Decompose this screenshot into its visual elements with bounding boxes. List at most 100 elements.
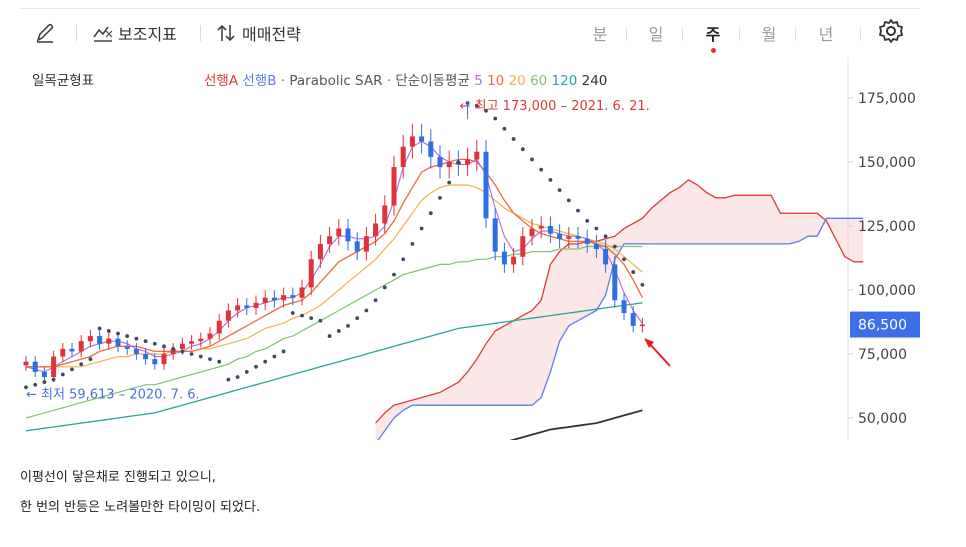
sar-dot — [79, 362, 84, 367]
sar-dot — [364, 308, 369, 313]
period-month[interactable]: 월 — [761, 25, 777, 44]
settings-button[interactable] — [878, 19, 904, 43]
candle — [400, 134, 406, 179]
candle — [382, 195, 388, 234]
sar-dot — [382, 285, 387, 290]
candle — [354, 232, 360, 261]
strategy-button[interactable]: 매매전략 — [216, 21, 301, 45]
candle — [317, 234, 323, 268]
candle — [511, 248, 517, 273]
sar-dot — [520, 147, 525, 152]
candle — [170, 342, 176, 360]
candle — [271, 290, 277, 308]
candle — [547, 216, 553, 244]
candle — [501, 242, 507, 273]
y-tick-label: 125,000 — [858, 219, 916, 235]
sar-dot — [106, 329, 111, 333]
ma60-line — [25, 245, 643, 419]
sar-dot — [24, 385, 28, 390]
sar-dot — [594, 226, 599, 231]
ma20-legend: 20 — [508, 73, 526, 89]
span-a-legend: 선행A — [204, 73, 239, 89]
sar-dot — [474, 103, 479, 108]
buy-sell-arrows-icon — [217, 24, 235, 42]
sar-dot — [428, 211, 433, 216]
period-week[interactable]: 주 — [705, 25, 721, 44]
indicator-icon — [93, 26, 113, 42]
stock-chart[interactable]: 175,000 150,000 125,000 100,000 75,000 50,000… — [20, 58, 930, 440]
span-a-line — [375, 179, 864, 424]
candle — [32, 356, 38, 378]
candle — [603, 240, 609, 273]
sar-dot — [263, 359, 268, 364]
sar-dot — [336, 329, 341, 333]
candle — [235, 298, 241, 318]
sar-dot — [392, 272, 396, 277]
period-divider — [795, 27, 796, 41]
candle — [363, 226, 369, 261]
candle — [474, 139, 480, 172]
candle — [327, 226, 333, 253]
period-year[interactable]: 년 — [818, 25, 834, 44]
sar-dot — [327, 334, 332, 338]
indicator-legend: 선행A 선행B · Parabolic SAR · 단순이동평균 5 10 20… — [204, 69, 607, 89]
y-tick-label: 100,000 — [858, 283, 916, 299]
candle — [308, 250, 314, 296]
sar-dot — [217, 359, 222, 364]
span-b-line — [377, 217, 864, 440]
draw-tool-button[interactable] — [34, 21, 56, 45]
candle — [538, 216, 544, 239]
red-arrow-icon — [644, 338, 671, 367]
period-day[interactable]: 일 — [648, 25, 664, 44]
ma-legend: 단순이동평균 — [395, 73, 470, 89]
sar-dot — [125, 334, 130, 338]
sar-dot — [622, 257, 626, 262]
ma240-legend: 240 — [581, 73, 608, 89]
sar-dot — [180, 349, 185, 354]
sar-dot — [281, 349, 286, 354]
candle — [575, 226, 581, 249]
sar-dot — [235, 375, 240, 379]
ma120-legend: 120 — [551, 73, 578, 89]
candle — [492, 208, 498, 261]
sar-legend: Parabolic SAR — [289, 73, 383, 89]
sar-dot — [290, 311, 295, 315]
sar-dot — [585, 218, 590, 223]
chart-toolbar: 보조지표 매매전략 분 일 주 월 년 — [20, 8, 920, 57]
sar-dot — [539, 167, 544, 172]
sar-dot — [244, 370, 249, 374]
candle — [152, 353, 158, 370]
sar-dot — [548, 178, 553, 182]
caption-line-1: 이평선이 닿은채로 진행되고 있으니, — [20, 470, 216, 485]
sar-dot — [530, 157, 534, 162]
candle — [630, 306, 636, 333]
ma60-legend: 60 — [530, 73, 548, 89]
candle — [225, 303, 231, 328]
sar-dot — [189, 352, 194, 356]
period-divider — [682, 27, 683, 41]
sar-dot — [456, 160, 461, 164]
sar-dot — [309, 316, 314, 321]
indicator-button[interactable]: 보조지표 — [92, 21, 177, 45]
period-minute[interactable]: 분 — [592, 25, 608, 44]
sar-dot — [511, 137, 516, 141]
ichimoku-cloud — [375, 179, 864, 440]
low-annotation: ← 최저 59,613 – 2020. 7. 6. — [26, 387, 200, 402]
sar-dot — [33, 382, 38, 387]
candle — [391, 155, 397, 216]
y-tick-label: 175,000 — [858, 91, 916, 107]
candle — [419, 124, 425, 154]
pen-icon — [36, 23, 54, 43]
sar-dot — [373, 298, 378, 303]
sar-dot — [484, 108, 488, 113]
candle — [106, 332, 112, 350]
sar-dot — [152, 341, 157, 346]
sar-dot — [171, 346, 176, 351]
candle — [593, 234, 599, 258]
candle — [584, 229, 590, 253]
ichimoku-legend-label: 일목균형표 — [32, 73, 95, 89]
toolbar-divider — [200, 25, 201, 41]
candle — [465, 147, 471, 177]
candle — [216, 313, 222, 340]
toolbar-divider — [76, 25, 77, 41]
